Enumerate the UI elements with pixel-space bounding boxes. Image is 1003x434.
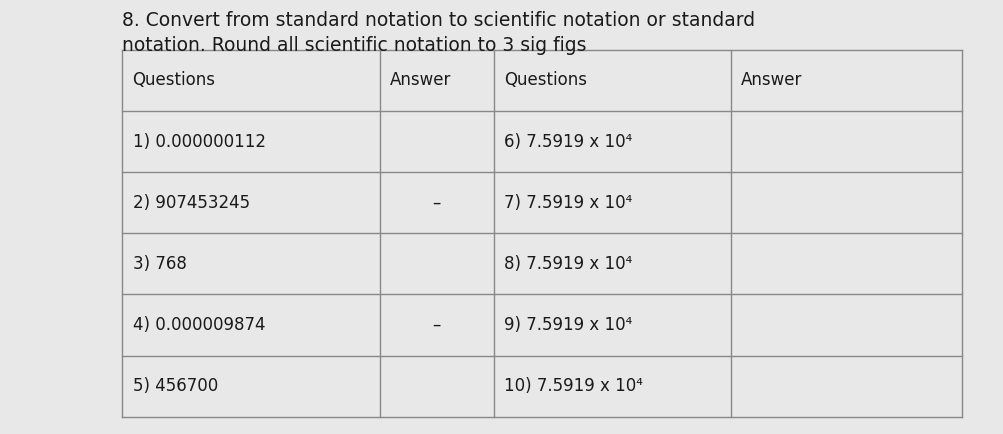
Text: Answer: Answer bbox=[389, 72, 450, 89]
Text: –: – bbox=[432, 316, 440, 334]
Text: Questions: Questions bbox=[132, 72, 216, 89]
Text: 7) 7.5919 x 10⁴: 7) 7.5919 x 10⁴ bbox=[504, 194, 632, 212]
Text: 3) 768: 3) 768 bbox=[132, 255, 187, 273]
Text: 8) 7.5919 x 10⁴: 8) 7.5919 x 10⁴ bbox=[504, 255, 632, 273]
Text: 2) 907453245: 2) 907453245 bbox=[132, 194, 250, 212]
Text: –: – bbox=[432, 194, 440, 212]
Text: 6) 7.5919 x 10⁴: 6) 7.5919 x 10⁴ bbox=[504, 133, 632, 151]
Text: Answer: Answer bbox=[740, 72, 801, 89]
Text: 4) 0.000009874: 4) 0.000009874 bbox=[132, 316, 265, 334]
Text: 1) 0.000000112: 1) 0.000000112 bbox=[132, 133, 265, 151]
Text: 5) 456700: 5) 456700 bbox=[132, 377, 218, 395]
Text: 10) 7.5919 x 10⁴: 10) 7.5919 x 10⁴ bbox=[504, 377, 642, 395]
Text: 8. Convert from standard notation to scientific notation or standard
notation. R: 8. Convert from standard notation to sci… bbox=[122, 11, 755, 55]
Text: 9) 7.5919 x 10⁴: 9) 7.5919 x 10⁴ bbox=[504, 316, 632, 334]
Text: Questions: Questions bbox=[504, 72, 587, 89]
